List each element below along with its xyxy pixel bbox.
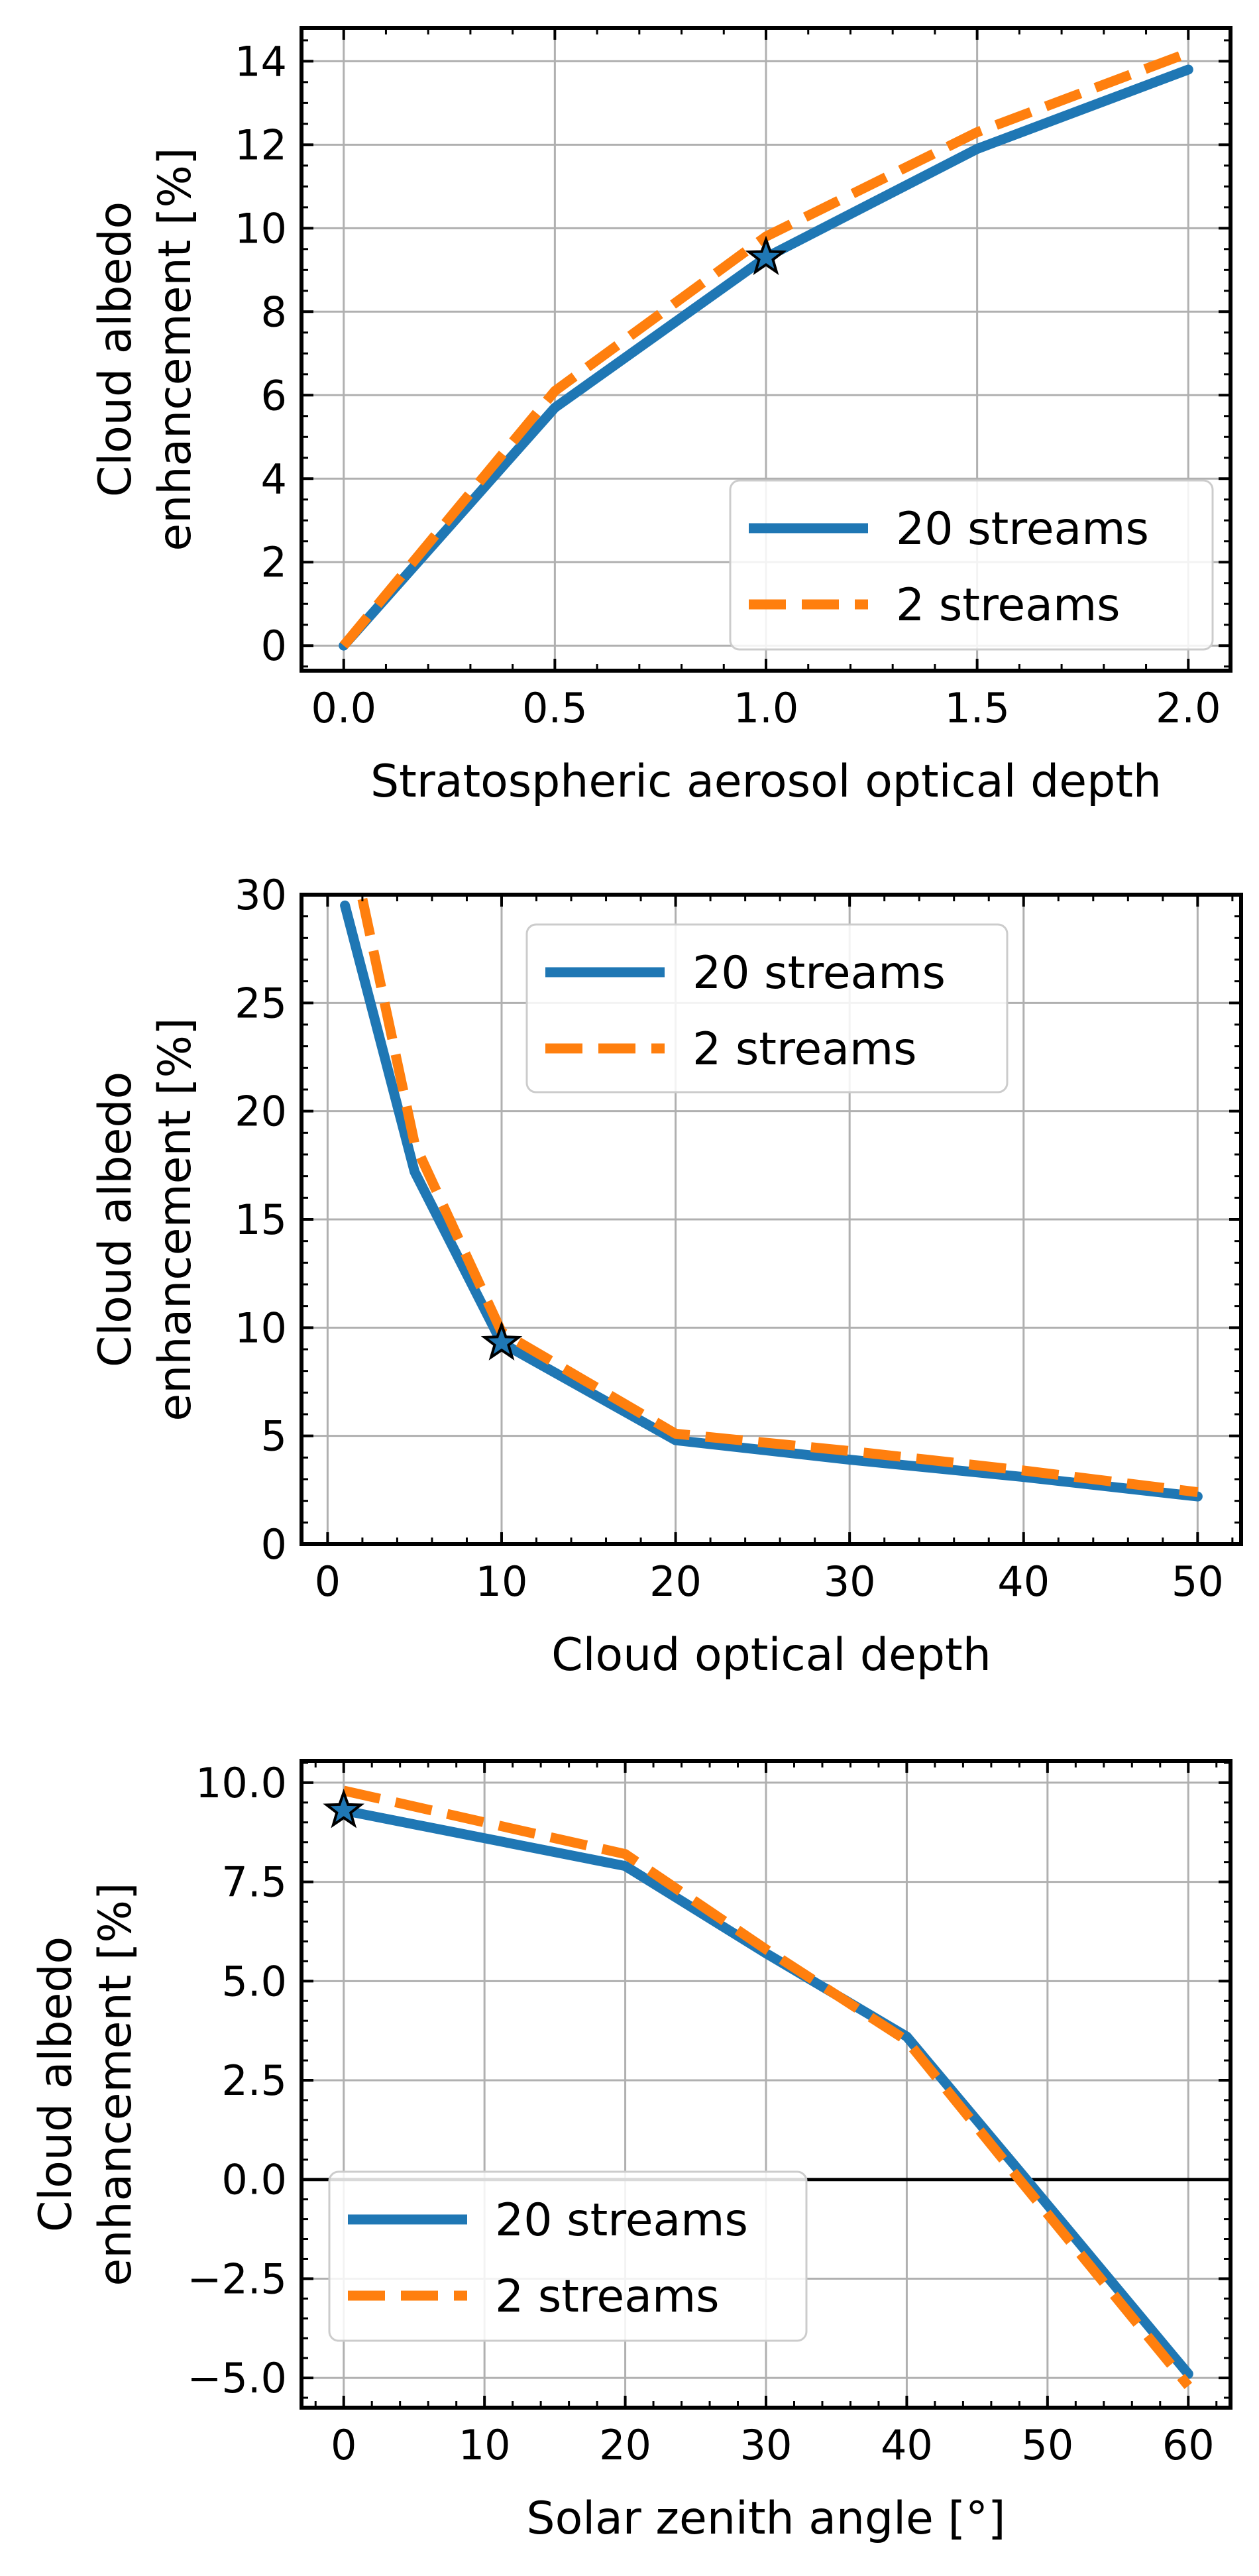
y-tick-label: 10 — [235, 1304, 287, 1352]
y-tick-label: 8 — [261, 288, 287, 336]
y-axis-label-line: Cloud albedo — [89, 1072, 142, 1367]
star-marker — [480, 1321, 523, 1361]
y-tick-label: 25 — [235, 979, 287, 1027]
y-axis-label: Cloud albedo enhancement [%] — [89, 147, 201, 551]
legend: 20 streams 2 streams — [729, 479, 1214, 651]
ticks — [300, 28, 1232, 671]
legend-box — [328, 2170, 808, 2342]
legend-box — [525, 923, 1009, 1093]
y-tick-label: 10.0 — [195, 1759, 287, 1807]
y-tick-label: −2.5 — [187, 2255, 287, 2303]
y-axis-label: Cloud albedo enhancement [%] — [30, 1882, 142, 2286]
legend-label-2-streams: 2 streams — [495, 2270, 720, 2323]
y-tick-label: 5 — [261, 1412, 287, 1461]
legend-box — [729, 479, 1214, 651]
x-tick-label: 20 — [599, 2421, 651, 2469]
y-tick-label: 0 — [261, 1520, 287, 1569]
chart-solar-zenith-angle: 0 10 20 30 40 50 60 −5.0 −2.5 0.0 2.5 5.0 7.5 10.0 Sol… — [30, 1759, 1232, 2545]
x-tick-label: 40 — [881, 2421, 933, 2469]
y-axis-label-line: enhancement [%] — [89, 1882, 142, 2286]
star-marker — [323, 1788, 365, 1828]
ticks — [301, 1761, 1231, 2408]
x-tick-label: 40 — [997, 1557, 1050, 1606]
x-tick-label: 0 — [331, 2421, 356, 2469]
x-axis-label: Stratospheric aerosol optical depth — [370, 756, 1162, 808]
series-line-20-streams — [340, 900, 1203, 1502]
y-tick-label: 4 — [261, 455, 287, 503]
legend-label-20-streams: 20 streams — [692, 947, 946, 999]
ticks — [301, 893, 1241, 1545]
y-axis-label-line: Cloud albedo — [89, 201, 142, 497]
y-tick-label: 15 — [235, 1196, 287, 1244]
y-tick-label: 14 — [235, 37, 287, 85]
y-axis-label-line: Cloud albedo — [30, 1936, 82, 2232]
x-tick-label: 30 — [824, 1557, 876, 1606]
y-tick-label: 2 — [261, 538, 287, 587]
x-tick-label: 10 — [476, 1557, 528, 1606]
legend-label-20-streams: 20 streams — [495, 2194, 748, 2247]
y-tick-label: 0.0 — [221, 2156, 287, 2204]
x-tick-label: 0.0 — [311, 684, 376, 732]
y-tick-label: 20 — [235, 1088, 287, 1136]
y-tick-label: 7.5 — [221, 1858, 287, 1907]
x-tick-label: 60 — [1162, 2421, 1215, 2469]
series-line-2-streams — [343, 1785, 1193, 2389]
x-tick-label: 0.5 — [522, 684, 588, 732]
y-tick-label: 0 — [261, 622, 287, 670]
x-tick-label: 10 — [459, 2421, 511, 2469]
y-tick-label: 5.0 — [221, 1957, 287, 2005]
y-tick-label: 10 — [235, 204, 287, 252]
series-group — [339, 1785, 1193, 2389]
y-axis-label-line: enhancement [%] — [149, 147, 201, 551]
legend-label-20-streams: 20 streams — [896, 503, 1149, 555]
legend: 20 streams 2 streams — [328, 2170, 808, 2342]
y-tick-label: −5.0 — [187, 2354, 287, 2402]
x-tick-label: 0 — [315, 1557, 341, 1606]
legend-label-2-streams: 2 streams — [896, 579, 1121, 632]
y-axis-label: Cloud albedo enhancement [%] — [89, 1017, 201, 1421]
series-group — [340, 897, 1203, 1502]
y-tick-label: 12 — [235, 121, 287, 169]
legend-label-2-streams: 2 streams — [692, 1023, 917, 1076]
x-tick-label: 1.0 — [734, 684, 799, 732]
x-axis-label: Cloud optical depth — [551, 1629, 991, 1681]
x-tick-label: 30 — [740, 2421, 793, 2469]
y-tick-label: 30 — [235, 871, 287, 919]
legend: 20 streams 2 streams — [525, 923, 1009, 1093]
x-tick-label: 20 — [649, 1557, 702, 1606]
x-axis-label: Solar zenith angle [°] — [526, 2492, 1005, 2545]
x-tick-label: 2.0 — [1156, 684, 1221, 732]
series-line-2-streams — [357, 897, 1199, 1498]
chart-cloud-optical-depth: 0 10 20 30 40 50 0 5 10 15 20 25 30 Cloud optical dep… — [89, 871, 1243, 1681]
y-axis-label-line: enhancement [%] — [149, 1017, 201, 1421]
star-marker — [745, 235, 787, 276]
y-tick-label: 6 — [261, 371, 287, 420]
x-tick-label: 1.5 — [944, 684, 1010, 732]
x-tick-label: 50 — [1172, 1557, 1224, 1606]
x-tick-label: 50 — [1021, 2421, 1073, 2469]
chart-aerosol-optical-depth: 0.0 0.5 1.0 1.5 2.0 0 2 4 6 8 10 12 14 Stratospheric … — [89, 26, 1232, 808]
y-tick-label: 2.5 — [221, 2056, 287, 2105]
